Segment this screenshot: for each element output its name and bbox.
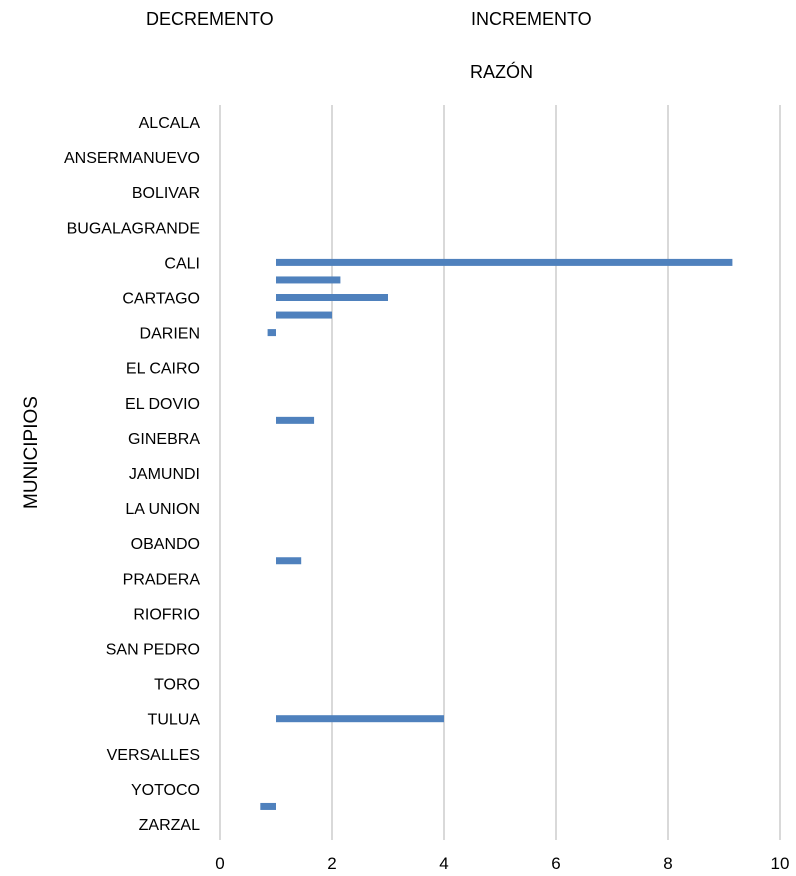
chart-title: RAZÓN: [470, 62, 533, 82]
increment-label: INCREMENTO: [471, 9, 592, 29]
category-label: TORO: [154, 677, 200, 694]
category-label: CARTAGO: [122, 291, 200, 308]
x-tick-label: 8: [663, 854, 672, 873]
category-label: SAN PEDRO: [106, 642, 200, 659]
x-tick-label: 6: [551, 854, 560, 873]
category-label: GINEBRA: [128, 431, 200, 448]
bar: [276, 311, 332, 319]
category-label: EL CAIRO: [126, 361, 200, 378]
category-label: CALI: [164, 255, 200, 272]
bar: [267, 329, 276, 337]
category-label: EL DOVIO: [125, 396, 200, 413]
category-label: ANSERMANUEVO: [64, 150, 200, 167]
category-label: YOTOCO: [131, 782, 200, 799]
bars: [260, 258, 733, 810]
bar: [260, 802, 276, 810]
bar: [276, 715, 444, 723]
category-label: JAMUNDI: [129, 466, 200, 483]
category-label: VERSALLES: [107, 747, 200, 764]
category-label: BOLIVAR: [132, 185, 200, 202]
bar: [276, 258, 733, 266]
category-label: DARIEN: [140, 326, 200, 343]
category-label: ALCALA: [139, 115, 201, 132]
bar: [276, 294, 388, 301]
x-tick-label: 0: [215, 854, 224, 873]
category-label: RIOFRIO: [133, 606, 200, 623]
category-label: TULUA: [148, 712, 201, 729]
category-label: PRADERA: [123, 571, 201, 588]
decrement-label: DECREMENTO: [146, 9, 274, 29]
category-label: LA UNION: [125, 501, 200, 518]
gridlines: [219, 105, 781, 840]
x-tick-labels: 0 2 4 6 8 10: [215, 854, 789, 873]
x-tick-label: 4: [439, 854, 448, 873]
category-label: OBANDO: [131, 536, 200, 553]
x-tick-label: 2: [327, 854, 336, 873]
category-label: BUGALAGRANDE: [67, 220, 200, 237]
category-label: ZARZAL: [139, 817, 200, 834]
x-tick-label: 10: [771, 854, 790, 873]
bar: [276, 276, 341, 284]
bar: [276, 416, 315, 424]
category-labels: ALCALA ANSERMANUEVO BOLIVAR BUGALAGRANDE CAL…: [64, 115, 200, 834]
bar: [276, 557, 302, 565]
